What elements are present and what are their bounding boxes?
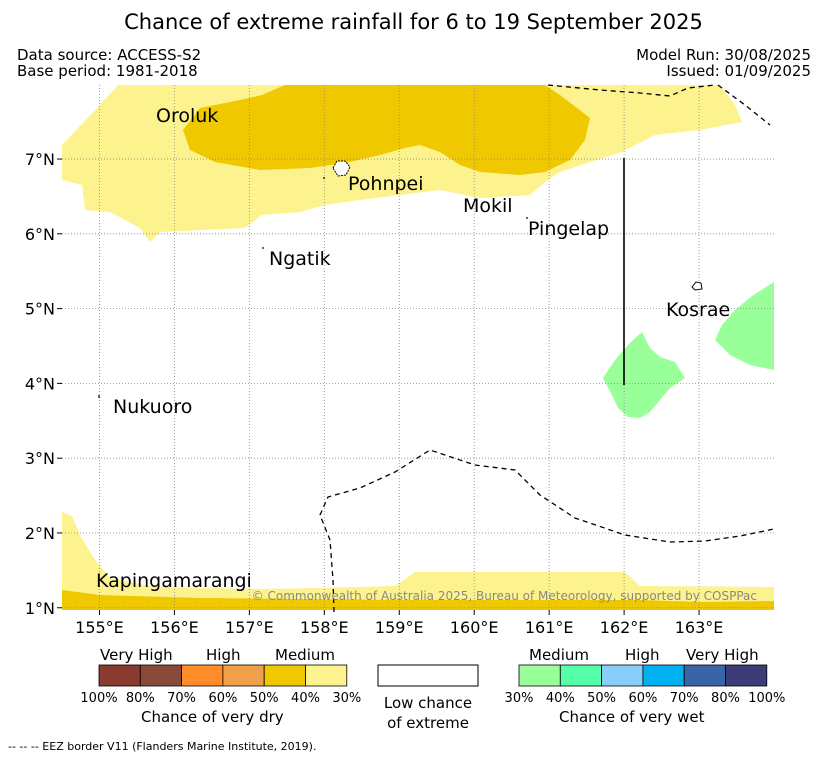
lat-tick-label: 3°N [25,449,55,468]
dry-tick-label: 30% [332,691,361,706]
footer-eez-note: -- -- -- EEZ border V11 (Flanders Marine… [8,740,317,753]
wet-medium-region-b [715,282,774,370]
lat-tick-label: 7°N [25,150,55,169]
low-chance-label-2: of extreme [387,714,469,732]
wet-tick-label: 100% [748,691,785,706]
dry-swatch [181,664,224,687]
dry-tick-label: 60% [208,691,237,706]
issued-date: Issued: 01/09/2025 [666,62,811,80]
lat-tick-label: 1°N [25,599,55,618]
dry-tick-label: 50% [250,691,279,706]
low-chance-swatch [377,664,479,687]
dry-medium-region [183,85,590,175]
lon-tick-label: 155°E [75,618,124,637]
dry-colorbar: 100% 80% 70% 60% 50% 40% 30% [80,664,361,706]
dry-colorbar-label: Chance of very dry [141,708,284,726]
place-label-ngatik: Ngatik [269,248,331,270]
low-chance-label-1: Low chance [383,694,473,712]
wet-header-high: High [625,646,660,664]
wet-swatch [683,664,726,687]
chart-title: Chance of extreme rainfall for 6 to 19 S… [124,10,703,34]
wet-tick-label: 40% [546,691,575,706]
dry-swatch [263,664,306,687]
wet-tick-label: 60% [628,691,657,706]
lon-tick-label: 161°E [525,618,574,637]
dry-medium-light-south [62,512,774,610]
dry-swatch [222,664,265,687]
dry-swatch [98,664,141,687]
wet-swatch [601,664,644,687]
model-run: Model Run: 30/08/2025 [636,46,811,64]
lat-tick-label: 2°N [25,524,55,543]
place-label-mokil: Mokil [463,195,513,217]
wet-medium-region-a [603,332,685,418]
base-period: Base period: 1981-2018 [17,62,198,80]
place-label-pingelap: Pingelap [528,218,609,240]
eez-border [319,84,775,613]
place-label-pohnpei: Pohnpei [348,173,424,195]
lon-tick-label: 159°E [375,618,424,637]
copyright-notice: © Commonwealth of Australia 2025, Bureau… [252,589,757,603]
wet-swatch [559,664,602,687]
place-label-kosrae: Kosrae [666,299,730,321]
lat-tick-label: 4°N [25,374,55,393]
dry-medium-south [62,590,774,610]
place-label-kapingamarangi: Kapingamarangi [96,570,252,592]
lon-tick-label: 162°E [600,618,649,637]
wet-colorbar: 30% 40% 50% 60% 70% 80% 100% [505,664,785,706]
wet-tick-label: 50% [587,691,616,706]
place-label-oroluk: Oroluk [156,105,218,127]
lon-tick-label: 160°E [450,618,499,637]
pingelap-dot [526,217,528,219]
dry-header-high: High [206,646,241,664]
wet-header-medium: Medium [529,646,589,664]
dry-tick-label: 100% [80,691,117,706]
pohnpei-island [332,160,351,177]
wet-swatch [725,664,768,687]
place-label-nukuoro: Nukuoro [113,396,192,418]
wet-swatch [642,664,685,687]
data-source: Data source: ACCESS-S2 [17,46,202,64]
lon-tick-label: 157°E [225,618,274,637]
ant-atoll-dot [323,177,325,179]
lon-tick-label: 163°E [675,618,724,637]
wet-swatch [518,664,561,687]
dry-tick-label: 80% [126,691,155,706]
lon-tick-label: 156°E [150,618,199,637]
wet-tick-label: 30% [505,691,534,706]
dry-swatch [305,664,348,687]
wet-tick-label: 70% [670,691,699,706]
lat-tick-label: 5°N [25,300,55,319]
wet-tick-label: 80% [711,691,740,706]
kosrae-island [691,281,703,291]
wet-header-very-high: Very High [686,646,759,664]
lon-tick-label: 158°E [300,618,349,637]
wet-colorbar-label: Chance of very wet [559,708,705,726]
lat-tick-label: 6°N [25,225,55,244]
ngatik-dot [262,247,264,249]
dry-swatch [139,664,183,687]
dry-header-medium: Medium [275,646,335,664]
dry-tick-label: 70% [167,691,196,706]
dry-tick-label: 40% [291,691,320,706]
dry-header-very-high: Very High [100,646,173,664]
